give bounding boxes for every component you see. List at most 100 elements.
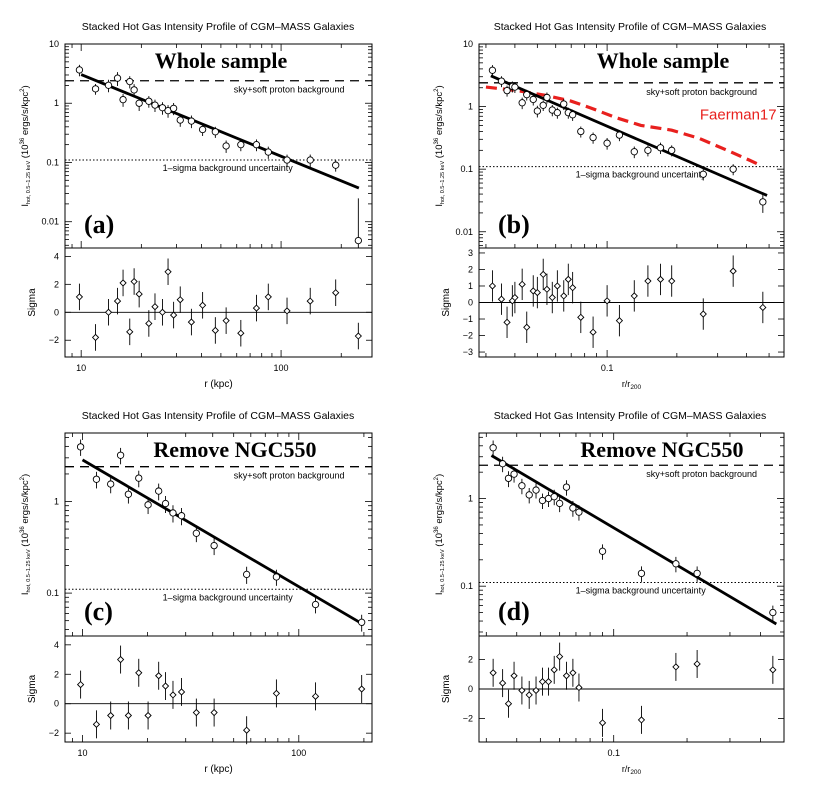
y-tick-label: 0.1	[460, 164, 473, 174]
data-point	[332, 161, 340, 169]
data-point	[126, 77, 134, 86]
y-axis-label-part: I	[20, 204, 31, 207]
data-point	[511, 83, 519, 91]
panel-letter: (d)	[498, 597, 530, 626]
best-fit-model-line	[81, 458, 365, 627]
data-point	[503, 86, 511, 95]
residual-point	[354, 332, 362, 340]
residual-point	[489, 669, 497, 677]
residual-point	[211, 326, 219, 335]
data-point	[104, 81, 113, 89]
y-tick-label: 10	[463, 39, 473, 49]
residual-tick-label: −2	[49, 728, 59, 738]
x-axis-label-main: r/r	[622, 764, 631, 774]
residual-point	[518, 686, 526, 695]
y-axis-label-part: ergs/s/kpc	[20, 480, 31, 526]
background-label: sky+soft proton background	[234, 471, 345, 481]
residual-tick-label: −2	[463, 713, 473, 723]
data-point	[144, 501, 152, 509]
residual-point	[311, 692, 320, 700]
residual-point	[198, 301, 207, 309]
data-point	[187, 117, 196, 125]
residual-point	[637, 716, 646, 724]
data-point	[116, 451, 125, 459]
data-point	[272, 573, 281, 581]
x-tick-label: 100	[274, 363, 289, 373]
panel-letter: (c)	[84, 597, 113, 626]
residual-point	[332, 289, 340, 297]
residual-point	[568, 283, 577, 292]
residual-point	[532, 686, 540, 695]
residual-point	[508, 297, 516, 305]
data-point	[135, 99, 143, 107]
data-point	[107, 480, 115, 488]
residual-point	[550, 666, 558, 674]
residual-point	[164, 268, 172, 276]
y-tick-label: 0.1	[46, 588, 59, 598]
data-point	[550, 493, 558, 501]
residual-tick-label: 3	[468, 248, 473, 258]
residual-point	[107, 711, 115, 720]
residual-point	[569, 669, 577, 677]
y-axis-label-part: hot, 0.5–1.25 keV	[26, 161, 32, 204]
residual-point	[119, 279, 127, 287]
data-point	[192, 529, 200, 537]
y-axis-label: Ihot, 0.5–1.25 keV (1036 ergs/s/kpc2)	[20, 474, 32, 595]
residual-point	[130, 277, 138, 286]
data-point	[518, 99, 526, 107]
residual-point	[544, 678, 553, 686]
residual-point	[116, 655, 125, 664]
y-axis-label-part: 2	[434, 476, 440, 480]
data-point	[656, 144, 665, 152]
x-axis-label: r (kpc)	[204, 764, 232, 775]
residual-point	[124, 711, 133, 720]
best-fit-model-line	[490, 454, 778, 626]
data-point	[577, 127, 585, 136]
data-point	[92, 475, 101, 483]
data-point	[177, 512, 186, 520]
y-axis-label-part: )	[434, 474, 445, 477]
residual-point	[498, 679, 507, 687]
residual-point	[729, 267, 737, 275]
x-axis-label: r/r200	[622, 379, 642, 391]
data-point	[769, 608, 777, 617]
residual-point	[192, 708, 200, 717]
residual-point	[562, 672, 571, 680]
residual-point	[158, 308, 167, 316]
data-point	[562, 483, 571, 491]
y-axis-label-part: I	[434, 593, 445, 596]
best-fit-model-line	[80, 73, 360, 190]
residual-tick-label: −2	[463, 331, 473, 341]
residual-point	[135, 290, 143, 298]
residual-point	[538, 678, 547, 686]
residual-tick-label: 1	[468, 281, 473, 291]
y-tick-label: 1	[54, 98, 59, 108]
residual-point	[539, 270, 547, 279]
residual-point	[533, 288, 541, 297]
data-point	[210, 541, 218, 550]
uncertainty-label: 1–sigma background uncertainty	[576, 170, 707, 180]
data-point	[158, 104, 167, 112]
data-point	[145, 97, 153, 105]
residual-point	[161, 682, 170, 690]
data-point	[489, 444, 497, 452]
residual-tick-label: 0	[54, 307, 59, 317]
residual-tick-label: 0	[468, 684, 473, 694]
y-tick-label: 1	[468, 494, 473, 504]
data-point	[264, 148, 272, 156]
y-axis-label-part: (10	[20, 145, 31, 161]
panel-title: Stacked Hot Gas Intensity Profile of CGM…	[82, 410, 355, 422]
panel-b: Stacked Hot Gas Intensity Profile of CGM…	[434, 21, 785, 391]
residual-point	[589, 328, 597, 336]
residual-point	[556, 652, 564, 661]
residual-point	[497, 295, 506, 303]
panel-c: Stacked Hot Gas Intensity Profile of CGM…	[20, 410, 373, 775]
residual-point	[283, 307, 291, 315]
data-point	[630, 148, 638, 156]
panel-heading: Whole sample	[597, 48, 730, 73]
residual-point	[656, 275, 665, 284]
x-tick-label: 100	[291, 748, 306, 758]
residual-tick-label: 2	[468, 655, 473, 665]
data-point	[169, 509, 177, 517]
residual-plot-frame	[64, 247, 373, 358]
